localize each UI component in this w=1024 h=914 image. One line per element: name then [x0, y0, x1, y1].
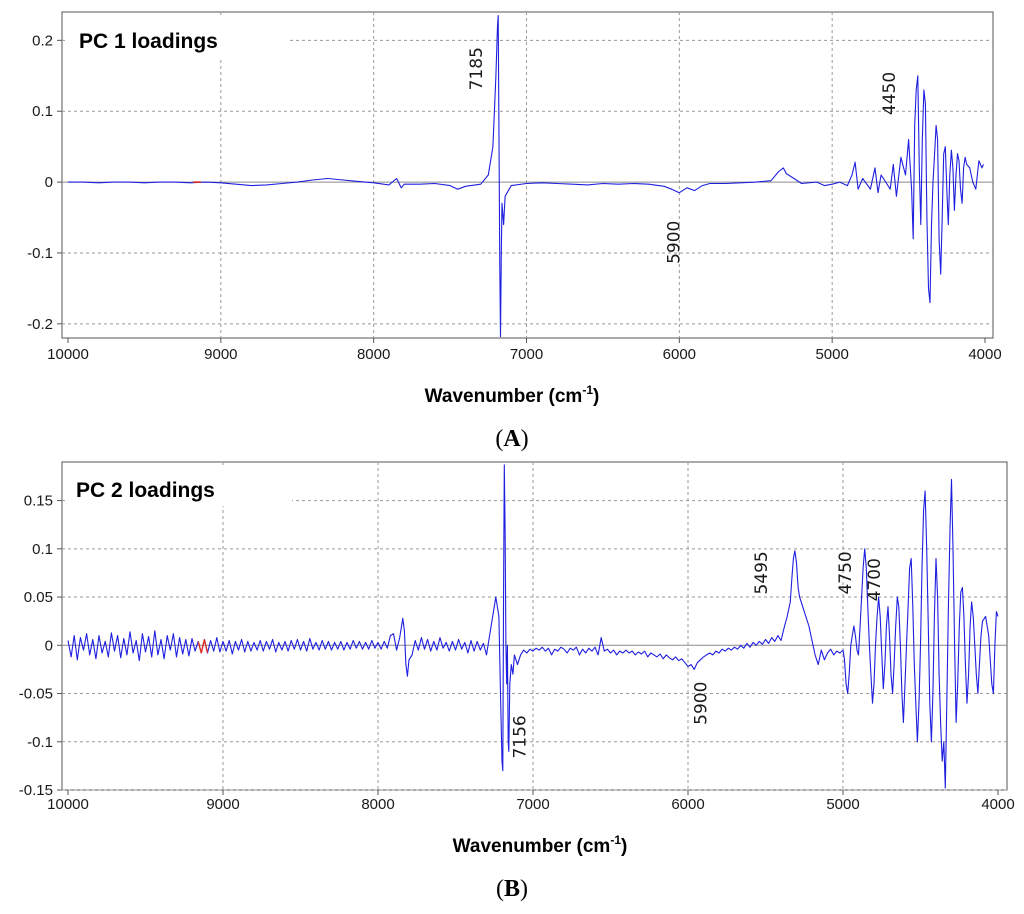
y-tick-label-b: 0.05: [24, 589, 53, 606]
x-tick-label-a: 4000: [968, 346, 1001, 363]
y-tick-label-b: 0.15: [24, 493, 53, 510]
peak-annotation-b: 5900: [692, 682, 712, 725]
x-axis-label-b: Wavenumber (cm-1): [453, 833, 628, 857]
x-tick-label-b: 7000: [516, 796, 549, 813]
plot-frame-b: [61, 461, 1008, 791]
x-tick-label-b: 9000: [206, 796, 239, 813]
x-tick-label-b: 6000: [671, 796, 704, 813]
y-axis-b: -0.15 -0.1 -0.05 0 0.05 0.1 0.15: [19, 493, 62, 799]
highlight-segment-b: [197, 639, 209, 654]
y-tick-label-b: -0.1: [27, 734, 53, 751]
x-axis-label-a: Wavenumber (cm-1): [425, 383, 600, 407]
peak-annotation-b: 5495: [752, 551, 772, 594]
annotations-a: 7185 4450 5900: [467, 47, 900, 264]
x-tick-label-a: 10000: [47, 346, 89, 363]
peak-annotation-b: 4700: [865, 558, 885, 601]
panel-caption-b: (B): [496, 876, 528, 902]
chart-title-a: PC 1 loadings: [79, 30, 218, 53]
y-tick-label-a: -0.1: [27, 245, 53, 262]
annotations-b: 7156 5495 5900 4750 4700: [510, 551, 885, 758]
peak-annotation-b: 4750: [836, 551, 856, 594]
y-tick-label-b: 0.1: [32, 541, 53, 558]
peak-annotation-a: 7185: [467, 47, 487, 90]
x-tick-label-b: 5000: [826, 796, 859, 813]
series-b: [67, 464, 999, 789]
peak-annotation-a: 5900: [664, 221, 684, 264]
x-tick-label-a: 7000: [510, 346, 543, 363]
x-axis-b: 10000 9000 8000 7000 6000 5000 4000: [47, 790, 1015, 813]
gridlines-b: [62, 462, 1007, 791]
panel-caption-a: (A): [495, 426, 528, 452]
x-tick-label-b: 8000: [361, 796, 394, 813]
x-tick-label-a: 8000: [357, 346, 390, 363]
peak-annotation-b: 7156: [510, 715, 530, 758]
chart-title-b: PC 2 loadings: [76, 479, 215, 502]
y-tick-label-a: -0.2: [27, 316, 53, 333]
chart-panel-b: -0.15 -0.1 -0.05 0 0.05 0.1 0.15 10000 9000 8000…: [19, 461, 1015, 902]
y-tick-label-a: 0.1: [32, 103, 53, 120]
y-tick-label-a: 0: [45, 174, 53, 191]
x-tick-label-a: 9000: [204, 346, 237, 363]
y-axis-a: -0.2 -0.1 0 0.1 0.2: [27, 32, 62, 333]
series-a: [68, 14, 985, 338]
x-tick-label-b: 4000: [981, 796, 1014, 813]
y-tick-label-b: -0.05: [19, 686, 53, 703]
y-tick-label-b: -0.15: [19, 782, 53, 799]
y-tick-label-a: 0.2: [32, 32, 53, 49]
title-box-a: [66, 16, 288, 58]
x-tick-label-a: 5000: [815, 346, 848, 363]
loading-line-a: [68, 14, 985, 338]
chart-panel-a: -0.2 -0.1 0 0.1 0.2 10000 9000 8000 7000 6000 500…: [27, 11, 1002, 452]
gridlines-a: [62, 12, 993, 338]
plot-frame-a: [61, 11, 994, 339]
title-box-b: [66, 466, 292, 506]
x-axis-a: 10000 9000 8000 7000 6000 5000 4000: [47, 338, 1002, 363]
x-tick-label-b: 10000: [47, 796, 89, 813]
x-tick-label-a: 6000: [663, 346, 696, 363]
y-tick-label-b: 0: [45, 637, 53, 654]
loading-line-b: [67, 464, 999, 789]
peak-annotation-a: 4450: [880, 72, 900, 115]
